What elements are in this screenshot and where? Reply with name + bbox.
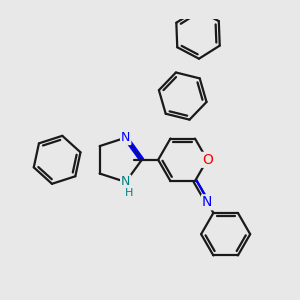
Text: N: N [121,176,130,188]
Text: O: O [202,153,213,167]
Text: H: H [125,188,134,198]
Text: N: N [121,131,130,144]
Text: N: N [202,195,212,209]
